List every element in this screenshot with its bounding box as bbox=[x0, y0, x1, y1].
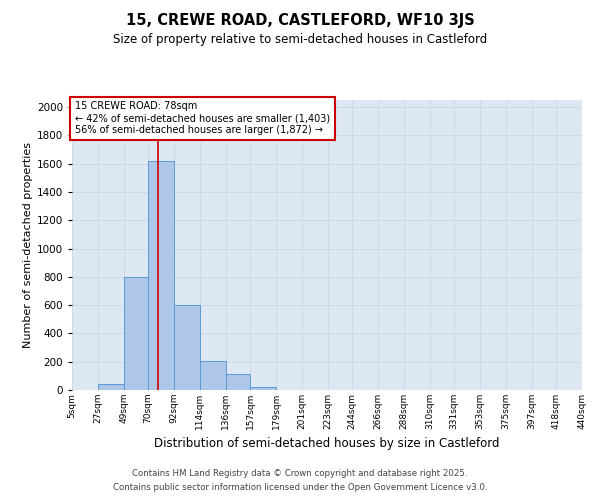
Bar bbox=[174, 305, 200, 390]
X-axis label: Distribution of semi-detached houses by size in Castleford: Distribution of semi-detached houses by … bbox=[154, 438, 500, 450]
Bar bbox=[98, 384, 124, 390]
Text: Size of property relative to semi-detached houses in Castleford: Size of property relative to semi-detach… bbox=[113, 32, 487, 46]
Bar bbox=[124, 277, 148, 390]
Text: 15, CREWE ROAD, CASTLEFORD, WF10 3JS: 15, CREWE ROAD, CASTLEFORD, WF10 3JS bbox=[125, 12, 475, 28]
Text: Contains HM Land Registry data © Crown copyright and database right 2025.: Contains HM Land Registry data © Crown c… bbox=[132, 468, 468, 477]
Text: 15 CREWE ROAD: 78sqm
← 42% of semi-detached houses are smaller (1,403)
56% of se: 15 CREWE ROAD: 78sqm ← 42% of semi-detac… bbox=[74, 102, 329, 134]
Bar bbox=[226, 374, 250, 390]
Bar bbox=[148, 161, 174, 390]
Bar bbox=[200, 361, 226, 390]
Y-axis label: Number of semi-detached properties: Number of semi-detached properties bbox=[23, 142, 32, 348]
Text: Contains public sector information licensed under the Open Government Licence v3: Contains public sector information licen… bbox=[113, 484, 487, 492]
Bar bbox=[250, 387, 276, 390]
